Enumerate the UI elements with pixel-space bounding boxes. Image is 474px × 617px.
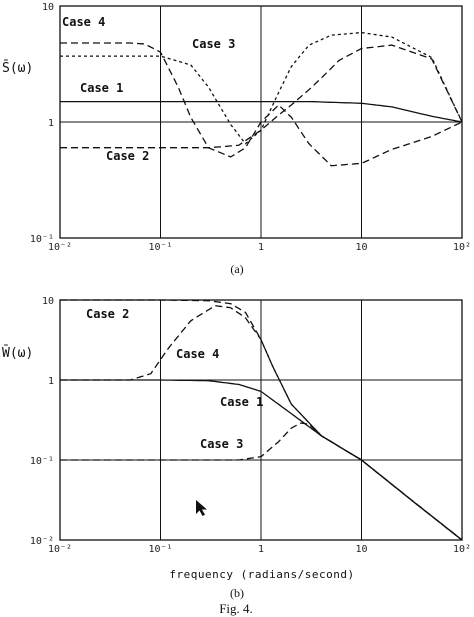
panel-b-y-axis-label: W̄(ω) bbox=[2, 346, 33, 361]
curve-label: Case 3 bbox=[200, 437, 243, 451]
series-line-case-4 bbox=[60, 42, 463, 167]
x-tick-label: 10 bbox=[355, 544, 367, 555]
curve-label: Case 1 bbox=[80, 81, 123, 95]
panel-a-y-axis-label: S̄(ω) bbox=[2, 61, 33, 76]
x-axis-label: frequency (radians/second) bbox=[169, 568, 354, 581]
curve-label: Case 3 bbox=[192, 37, 235, 51]
y-tick-label: 10⁻¹ bbox=[30, 234, 54, 245]
curve-label: Case 2 bbox=[106, 149, 149, 163]
y-tick-label: 1 bbox=[48, 118, 54, 129]
series-line-case-4 bbox=[60, 304, 463, 541]
x-tick-label: 10 bbox=[355, 242, 367, 253]
panel-b: 10⁻² 10⁻¹ 1 10 10² 10 1 10⁻¹ 10⁻² Case 2 Case 4 Cas… bbox=[30, 296, 471, 555]
x-tick-label: 10⁻¹ bbox=[148, 242, 172, 253]
series-line-case-2 bbox=[60, 44, 463, 149]
figure-caption: Fig. 4. bbox=[219, 601, 253, 616]
curve-label: Case 4 bbox=[176, 347, 219, 361]
x-tick-label: 10² bbox=[453, 242, 471, 253]
cursor-arrow-icon bbox=[196, 500, 207, 516]
series-line-case-3 bbox=[60, 31, 463, 145]
x-tick-label: 1 bbox=[258, 544, 264, 555]
y-tick-label: 10⁻¹ bbox=[30, 456, 54, 467]
panel-b-caption: (b) bbox=[230, 586, 244, 600]
y-tick-label: 10⁻² bbox=[30, 536, 54, 547]
x-tick-label: 1 bbox=[258, 242, 264, 253]
curve-label: Case 1 bbox=[220, 395, 263, 409]
curve-label: Case 2 bbox=[86, 307, 129, 321]
y-tick-label: 10 bbox=[42, 296, 54, 307]
curve-label: Case 4 bbox=[62, 15, 105, 29]
y-tick-label: 10 bbox=[42, 2, 54, 13]
x-tick-label: 10² bbox=[453, 544, 471, 555]
x-tick-label: 10⁻¹ bbox=[148, 544, 172, 555]
series-line-case-1 bbox=[60, 100, 463, 123]
x-tick-label: 10⁻² bbox=[48, 544, 72, 555]
y-tick-label: 1 bbox=[48, 376, 54, 387]
panel-a-caption: (a) bbox=[230, 262, 243, 276]
x-tick-label: 10⁻² bbox=[48, 242, 72, 253]
